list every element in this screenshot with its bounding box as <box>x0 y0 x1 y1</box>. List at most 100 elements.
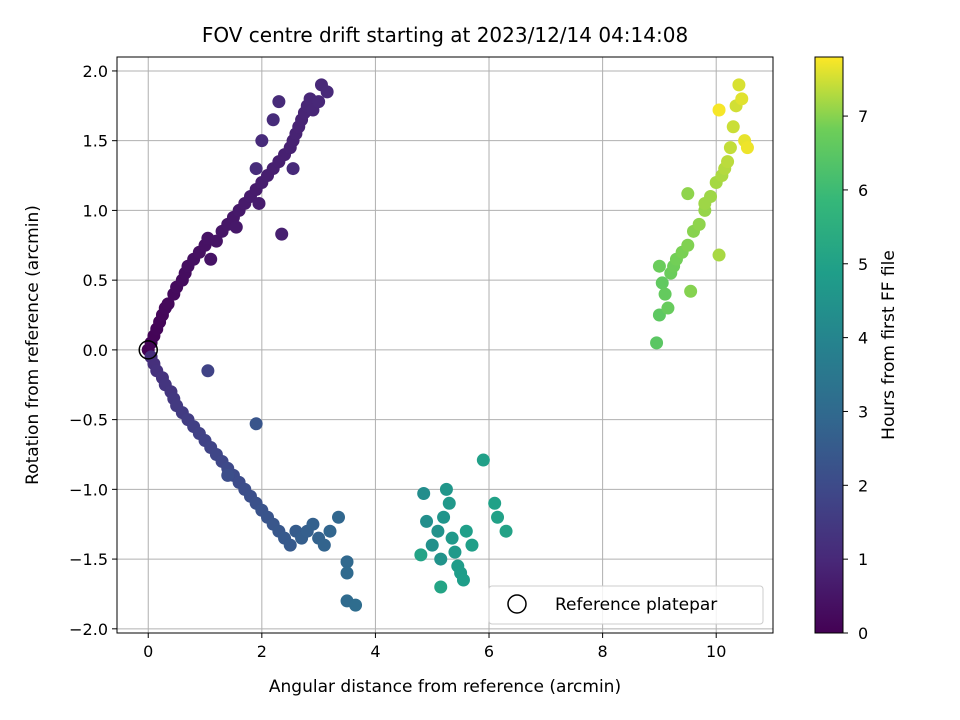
y-tick-label: 1.0 <box>83 201 108 220</box>
x-tick-label: 0 <box>143 642 153 661</box>
colorbar-tick-label: 2 <box>858 476 868 495</box>
colorbar: 0 1 2 3 4 5 6 7 Hours from first FF file <box>814 56 899 643</box>
x-tick-label: 10 <box>706 642 726 661</box>
scatter-point <box>442 496 456 510</box>
colorbar-tick-label: 0 <box>858 624 868 643</box>
colorbar-label: Hours from first FF file <box>879 250 899 440</box>
scatter-point <box>661 301 675 315</box>
scatter-point <box>340 555 354 569</box>
scatter-point <box>221 468 235 482</box>
scatter-point <box>161 297 175 311</box>
y-ticks: −2.0 −1.5 −1.0 −0.5 0.0 0.5 1.0 1.5 2.0 <box>69 62 117 639</box>
scatter-point <box>431 524 445 538</box>
scatter-point <box>323 524 337 538</box>
scatter-point <box>658 287 672 301</box>
scatter-point <box>332 510 346 524</box>
y-tick-label: 0.5 <box>83 271 108 290</box>
scatter-point <box>209 234 223 248</box>
scatter-point <box>249 162 263 176</box>
scatter-point <box>275 227 289 241</box>
scatter-point <box>229 220 243 234</box>
legend: Reference platepar <box>488 585 764 625</box>
x-tick-label: 6 <box>484 642 494 661</box>
scatter-point <box>286 162 300 176</box>
scatter-point <box>320 85 334 99</box>
colorbar-tick-label: 7 <box>858 107 868 126</box>
legend-marker-icon <box>507 594 527 614</box>
scatter-point <box>465 538 479 552</box>
scatter-point <box>499 524 513 538</box>
scatter-point <box>425 538 439 552</box>
scatter-point <box>488 496 502 510</box>
scatter-point <box>283 538 297 552</box>
scatter-point <box>698 196 712 210</box>
scatter-point <box>434 580 448 594</box>
scatter-point <box>420 514 434 528</box>
legend-label: Reference platepar <box>555 595 717 615</box>
colorbar-tick-label: 6 <box>858 181 868 200</box>
chart-title: FOV centre drift starting at 2023/12/14 … <box>202 23 688 47</box>
scatter-point <box>201 364 215 378</box>
colorbar-tick-label: 4 <box>858 329 868 348</box>
scatter-point <box>684 284 698 298</box>
scatter-point <box>417 487 431 501</box>
scatter-point <box>414 548 428 562</box>
x-tick-label: 4 <box>370 642 380 661</box>
scatter-points <box>138 78 754 612</box>
scatter-point <box>740 141 754 155</box>
scatter-point <box>249 417 263 431</box>
scatter-point <box>732 78 746 92</box>
scatter-point <box>735 92 749 106</box>
scatter-point <box>721 155 735 169</box>
y-tick-label: −1.5 <box>69 550 108 569</box>
y-tick-label: −1.0 <box>69 480 108 499</box>
scatter-point <box>476 453 490 467</box>
scatter-point <box>312 95 326 109</box>
x-axis-label: Angular distance from reference (arcmin) <box>269 677 621 697</box>
scatter-point <box>306 517 320 531</box>
scatter-point <box>439 482 453 496</box>
scatter-point <box>650 336 664 350</box>
scatter-point <box>252 196 266 210</box>
scatter-point <box>459 524 473 538</box>
scatter-point <box>266 113 280 127</box>
y-tick-label: −2.0 <box>69 620 108 639</box>
y-tick-label: 2.0 <box>83 62 108 81</box>
x-ticks: 0 2 4 6 8 10 <box>143 633 726 661</box>
scatter-point <box>340 566 354 580</box>
plot-frame <box>116 56 774 634</box>
scatter-point <box>652 259 666 273</box>
y-tick-label: 1.5 <box>83 132 108 151</box>
reference-marker <box>138 340 158 360</box>
scatter-point <box>655 276 669 290</box>
scatter-point <box>445 531 459 545</box>
scatter-point <box>437 510 451 524</box>
scatter-point <box>434 552 448 566</box>
y-tick-label: −0.5 <box>69 411 108 430</box>
scatter-point <box>491 510 505 524</box>
scatter-point <box>456 573 470 587</box>
colorbar-tick-label: 3 <box>858 402 868 421</box>
scatter-point <box>317 538 331 552</box>
scatter-point <box>726 120 740 134</box>
scatter-point <box>448 545 462 559</box>
x-tick-label: 8 <box>598 642 608 661</box>
scatter-point <box>272 95 286 109</box>
gridlines <box>117 57 773 633</box>
scatter-point <box>681 238 695 252</box>
x-tick-label: 2 <box>257 642 267 661</box>
scatter-point <box>712 248 726 262</box>
legend-box <box>488 585 764 625</box>
scatter-point <box>204 252 218 266</box>
colorbar-gradient <box>814 56 844 634</box>
colorbar-ticks: 0 1 2 3 4 5 6 7 <box>843 107 868 643</box>
scatter-point <box>681 187 695 201</box>
y-tick-label: 0.0 <box>83 341 108 360</box>
scatter-point <box>723 141 737 155</box>
scatter-point <box>712 103 726 117</box>
colorbar-tick-label: 1 <box>858 550 868 569</box>
scatter-point <box>349 598 363 612</box>
colorbar-tick-label: 5 <box>858 255 868 274</box>
scatter-point <box>255 134 269 148</box>
